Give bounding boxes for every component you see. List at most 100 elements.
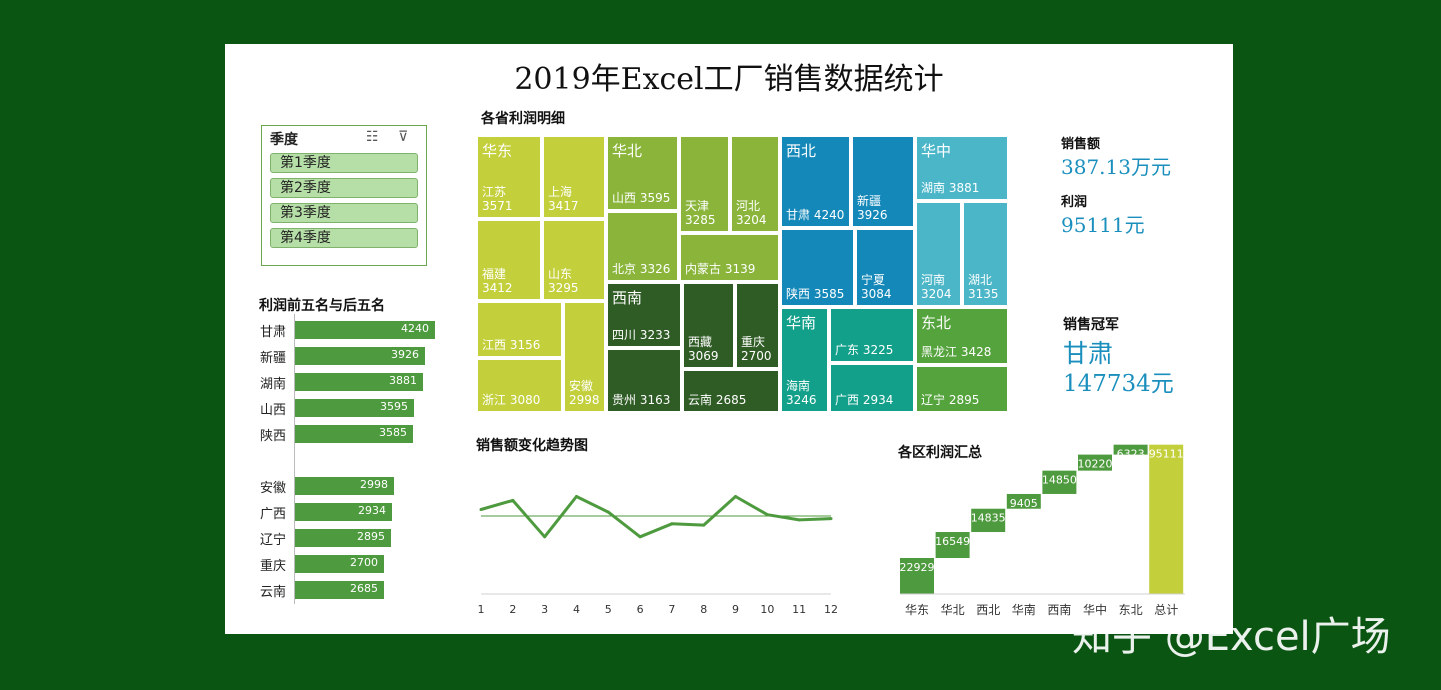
treemap-tile-label: 西藏 3069 xyxy=(688,335,719,363)
treemap-tile-label: 广西 2934 xyxy=(835,393,893,407)
champion-value: 147734元 xyxy=(1063,371,1174,397)
tile-value: 3139 xyxy=(724,262,756,276)
bar-value-label: 3595 xyxy=(380,400,408,413)
tile-value: 3204 xyxy=(736,213,767,227)
treemap-tile[interactable]: 安徽 2998 xyxy=(563,301,606,413)
tile-value: 3246 xyxy=(786,393,817,407)
tile-province-name: 福建 xyxy=(482,267,507,281)
treemap-tile-label: 湖北 3135 xyxy=(968,273,999,301)
bar-value-label: 2934 xyxy=(358,504,386,517)
treemap-tile-label: 山东 3295 xyxy=(548,267,604,295)
x-tick-label: 12 xyxy=(824,603,838,616)
waterfall-bar xyxy=(900,558,934,594)
tile-value: 3233 xyxy=(639,328,671,342)
tile-province-name: 辽宁 xyxy=(921,393,946,407)
trend-point xyxy=(511,498,515,502)
treemap-tile[interactable]: 上海 3417 xyxy=(542,135,606,219)
bar-label-bottom-3: 重庆 xyxy=(260,559,287,574)
treemap-tile[interactable]: 山西 3595 xyxy=(606,135,679,211)
treemap-tile-label: 广东 3225 xyxy=(835,343,893,357)
tile-province-name: 西藏 xyxy=(688,335,713,349)
bar-axis xyxy=(294,314,295,604)
treemap-tile[interactable]: 黑龙江 3428 xyxy=(915,307,1009,365)
bar-value-label: 3926 xyxy=(391,348,419,361)
treemap-tile[interactable]: 江苏 3571 xyxy=(476,135,542,219)
treemap-tile[interactable]: 福建 3412 xyxy=(476,219,542,301)
x-tick-label: 1 xyxy=(478,603,485,616)
waterfall-bar xyxy=(1149,444,1184,594)
treemap-tile[interactable]: 西藏 3069 xyxy=(682,282,735,369)
treemap-tile[interactable]: 陕西 3585 xyxy=(780,228,855,307)
treemap-tile-label: 云南 2685 xyxy=(688,393,746,407)
slicer-item-q1[interactable]: 第1季度 xyxy=(270,153,418,173)
treemap-tile[interactable]: 江西 3156 xyxy=(476,301,563,358)
tile-province-name: 广西 xyxy=(835,393,860,407)
treemap-tile[interactable]: 重庆 2700 xyxy=(735,282,780,369)
bar-value-label: 3585 xyxy=(379,426,407,439)
x-tick-label: 9 xyxy=(732,603,739,616)
treemap-tile[interactable]: 北京 3326 xyxy=(606,211,679,282)
sales-value: 387.13万元 xyxy=(1061,155,1171,179)
treemap-tile-label: 江苏 3571 xyxy=(482,185,540,213)
treemap-tile[interactable]: 甘肃 4240 xyxy=(780,135,851,228)
tile-province-name: 山东 xyxy=(548,267,573,281)
treemap-tile[interactable]: 浙江 3080 xyxy=(476,358,563,413)
treemap-tile-label: 安徽 2998 xyxy=(569,379,600,407)
trend-point xyxy=(765,513,769,517)
tile-province-name: 陕西 xyxy=(786,287,811,301)
waterfall-category-label: 华中 xyxy=(1083,602,1107,617)
waterfall-category-label: 东北 xyxy=(1119,603,1143,617)
x-tick-label: 5 xyxy=(605,603,612,616)
treemap-tile-label: 黑龙江 3428 xyxy=(921,345,991,359)
sales-label: 销售额 xyxy=(1061,137,1101,152)
waterfall-bar xyxy=(1042,470,1077,494)
treemap-tile[interactable]: 湖南 3881 xyxy=(915,135,1009,201)
multi-select-icon[interactable]: ☷ xyxy=(366,129,379,145)
champion-name: 甘肃 xyxy=(1063,339,1114,368)
treemap-tile-label: 河北 3204 xyxy=(736,199,767,227)
waterfall-value-label: 14850 xyxy=(1042,474,1077,487)
treemap-tile[interactable]: 四川 3233 xyxy=(606,282,682,348)
treemap-tile-label: 浙江 3080 xyxy=(482,393,540,407)
tile-value: 3069 xyxy=(688,349,719,363)
x-tick-label: 3 xyxy=(541,603,548,616)
bar-top-4: 3585 xyxy=(295,425,413,443)
treemap-tile[interactable]: 新疆 3926 xyxy=(851,135,915,228)
bar-top-3: 3595 xyxy=(295,399,414,417)
tile-province-name: 黑龙江 xyxy=(921,345,958,359)
bar-value-label: 2998 xyxy=(360,478,388,491)
treemap-tile[interactable]: 贵州 3163 xyxy=(606,348,682,413)
slicer-item-q4[interactable]: 第4季度 xyxy=(270,228,418,248)
trend-point xyxy=(702,523,706,527)
tile-value: 3080 xyxy=(509,393,541,407)
bar-value-label: 2895 xyxy=(357,530,385,543)
treemap-tile[interactable]: 宁夏 3084 xyxy=(855,228,915,307)
slicer-item-q2[interactable]: 第2季度 xyxy=(270,178,418,198)
tile-province-name: 甘肃 xyxy=(786,208,811,222)
slicer-item-q3[interactable]: 第3季度 xyxy=(270,203,418,223)
tile-province-name: 江苏 xyxy=(482,185,507,199)
tile-value: 3084 xyxy=(861,287,892,301)
treemap-tile[interactable]: 河南 3204 xyxy=(915,201,962,307)
clear-filter-icon[interactable]: ⊽ xyxy=(398,129,409,145)
treemap-tile[interactable]: 海南 3246 xyxy=(780,307,829,413)
trend-point xyxy=(543,535,547,539)
waterfall-value-label: 22929 xyxy=(900,561,935,574)
treemap-tile[interactable]: 山东 3295 xyxy=(542,219,606,301)
treemap-tile-label: 四川 3233 xyxy=(612,328,670,342)
treemap-tile[interactable]: 湖北 3135 xyxy=(962,201,1009,307)
treemap-tile[interactable]: 云南 2685 xyxy=(682,369,780,413)
treemap-tile[interactable]: 天津 3285 xyxy=(679,135,730,233)
tile-value: 3926 xyxy=(857,208,888,222)
bar-label-bottom-4: 云南 xyxy=(260,585,287,600)
tile-value: 3156 xyxy=(509,338,541,352)
treemap-tile[interactable]: 广东 3225 xyxy=(829,307,915,363)
treemap-tile[interactable]: 广西 2934 xyxy=(829,363,915,413)
tile-value: 2685 xyxy=(715,393,747,407)
treemap-tile[interactable]: 辽宁 2895 xyxy=(915,365,1009,413)
treemap-tile[interactable]: 内蒙古 3139 xyxy=(679,233,780,282)
bar-label-top-3: 山西 xyxy=(260,403,287,418)
treemap-tile[interactable]: 河北 3204 xyxy=(730,135,780,233)
tile-province-name: 四川 xyxy=(612,328,637,342)
treemap-tile-label: 湖南 3881 xyxy=(921,181,979,195)
